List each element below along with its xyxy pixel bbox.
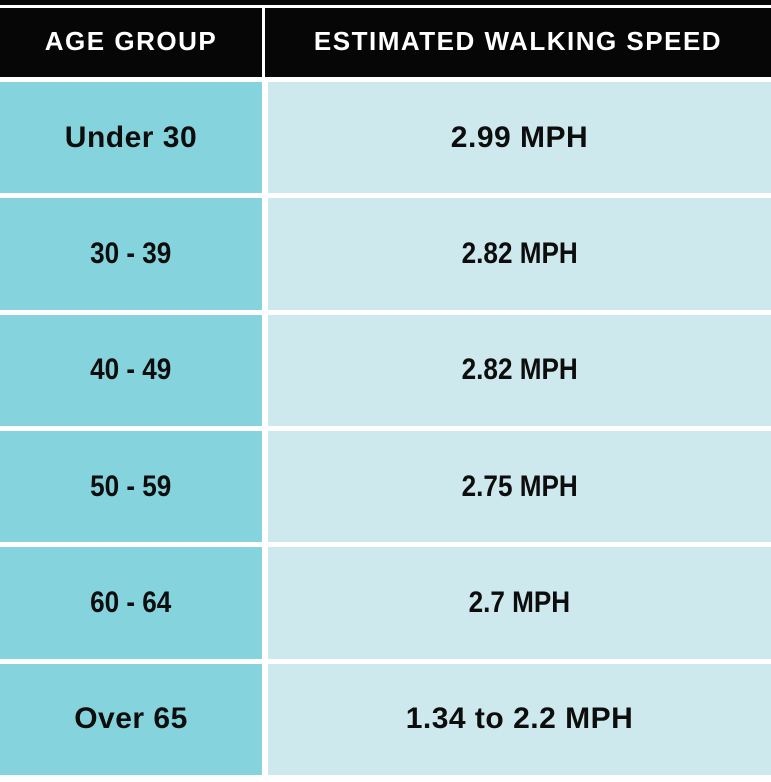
age-cell: 40 - 49 (0, 314, 262, 426)
speed-value: 1.34 to 2.2 MPH (405, 702, 634, 736)
age-cell: Over 65 (0, 663, 262, 775)
speed-cell: 2.82 MPH (268, 314, 771, 426)
header-top-divider (0, 5, 771, 8)
speed-value: 2.82 MPH (461, 353, 578, 387)
table-header-row: AGE GROUP ESTIMATED WALKING SPEED (0, 0, 771, 77)
speed-value: 2.7 MPH (468, 585, 571, 619)
table-body: Under 30 2.99 MPH 30 - 39 2.82 MPH 40 - … (0, 77, 771, 782)
table-row: 50 - 59 2.75 MPH (0, 430, 771, 543)
age-value: 50 - 59 (90, 469, 172, 503)
speed-value: 2.75 MPH (461, 469, 578, 503)
table-row: Over 65 1.34 to 2.2 MPH (0, 663, 771, 775)
speed-cell: 1.34 to 2.2 MPH (268, 663, 771, 775)
header-column-divider (262, 8, 265, 77)
speed-cell: 2.7 MPH (268, 547, 771, 659)
age-group-header-label: AGE GROUP (44, 26, 218, 56)
table-row: 30 - 39 2.82 MPH (0, 198, 771, 310)
age-value: 30 - 39 (90, 236, 172, 270)
age-value: Over 65 (74, 702, 188, 736)
table-row: 40 - 49 2.82 MPH (0, 314, 771, 426)
age-value: 40 - 49 (90, 353, 172, 387)
speed-cell: 2.82 MPH (268, 198, 771, 310)
age-cell: Under 30 (0, 82, 262, 194)
age-cell: 30 - 39 (0, 198, 262, 310)
age-value: Under 30 (64, 120, 198, 154)
age-value: 60 - 64 (90, 585, 172, 619)
age-cell: 60 - 64 (0, 547, 262, 659)
walking-speed-column-header: ESTIMATED WALKING SPEED (265, 0, 771, 77)
speed-cell: 2.99 MPH (268, 82, 771, 194)
age-group-column-header: AGE GROUP (0, 0, 262, 77)
speed-value: 2.82 MPH (461, 236, 578, 270)
walking-speed-header-label: ESTIMATED WALKING SPEED (313, 26, 723, 56)
speed-value: 2.99 MPH (450, 120, 589, 154)
table-row: 60 - 64 2.7 MPH (0, 547, 771, 659)
age-cell: 50 - 59 (0, 430, 262, 543)
table-row: Under 30 2.99 MPH (0, 82, 771, 194)
speed-cell: 2.75 MPH (268, 430, 771, 543)
